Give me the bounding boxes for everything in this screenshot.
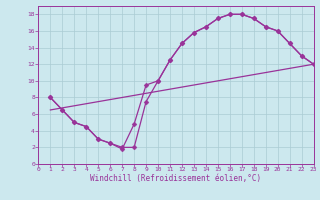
- X-axis label: Windchill (Refroidissement éolien,°C): Windchill (Refroidissement éolien,°C): [91, 174, 261, 183]
